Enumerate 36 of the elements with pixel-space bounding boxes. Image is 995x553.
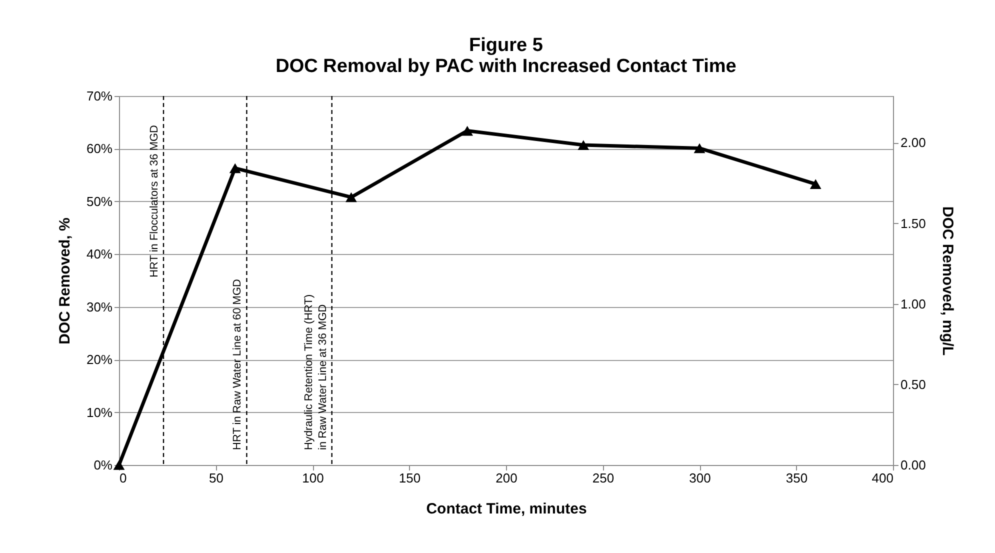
point — [462, 126, 473, 136]
point — [229, 163, 241, 174]
y2-tick-label: 1.50 — [900, 216, 926, 231]
chart-title: Figure 5 DOC Removal by PAC with Increased Contact Time — [276, 35, 736, 77]
y-tick-label: 10% — [86, 404, 113, 420]
x-tick-label: 250 — [592, 470, 614, 486]
point — [113, 460, 125, 470]
x-axis-title: Contact Time, minutes — [426, 500, 587, 518]
point — [346, 192, 357, 202]
y-tick-label: 20% — [86, 352, 113, 368]
ref-line-label: Hydraulic Retention Time (HRT) in Raw Water Line at 36 MGD — [302, 294, 329, 450]
y-axis-title: DOC Removed, % — [56, 218, 74, 344]
point — [694, 143, 706, 154]
y2-tick-label: 2.00 — [900, 135, 926, 150]
x-tick-label: 300 — [689, 470, 711, 486]
x-tick-label: 0 — [120, 470, 127, 486]
y2-axis-title: DOC Removed, mg/L — [938, 206, 956, 356]
y2-tick-label: 0.00 — [900, 458, 926, 472]
y-tick-label: 40% — [86, 246, 113, 262]
x-tick-label: 50 — [209, 470, 224, 486]
y-tick-label: 70% — [86, 88, 113, 104]
x-tick-label: 400 — [872, 470, 894, 486]
ref-line-label: HRT in Flocculators at 36 MGD — [148, 124, 161, 278]
y-tick-label: 50% — [86, 194, 113, 209]
x-tick-label: 100 — [302, 470, 324, 486]
y2-tick-label: 0.50 — [900, 376, 926, 392]
point — [810, 179, 822, 189]
y-tick-label: 60% — [86, 141, 113, 156]
ref-line-label: HRT in Raw Water Line at 60 MGD — [232, 278, 244, 450]
y-tick-label: 0% — [94, 458, 113, 472]
x-tick-label: 150 — [398, 470, 421, 486]
y2-tick-label: 1.00 — [900, 296, 926, 312]
x-tick-label: 350 — [786, 470, 808, 486]
x-tick-label: 200 — [496, 470, 518, 486]
point — [578, 140, 590, 150]
y-tick-label: 30% — [86, 299, 113, 314]
